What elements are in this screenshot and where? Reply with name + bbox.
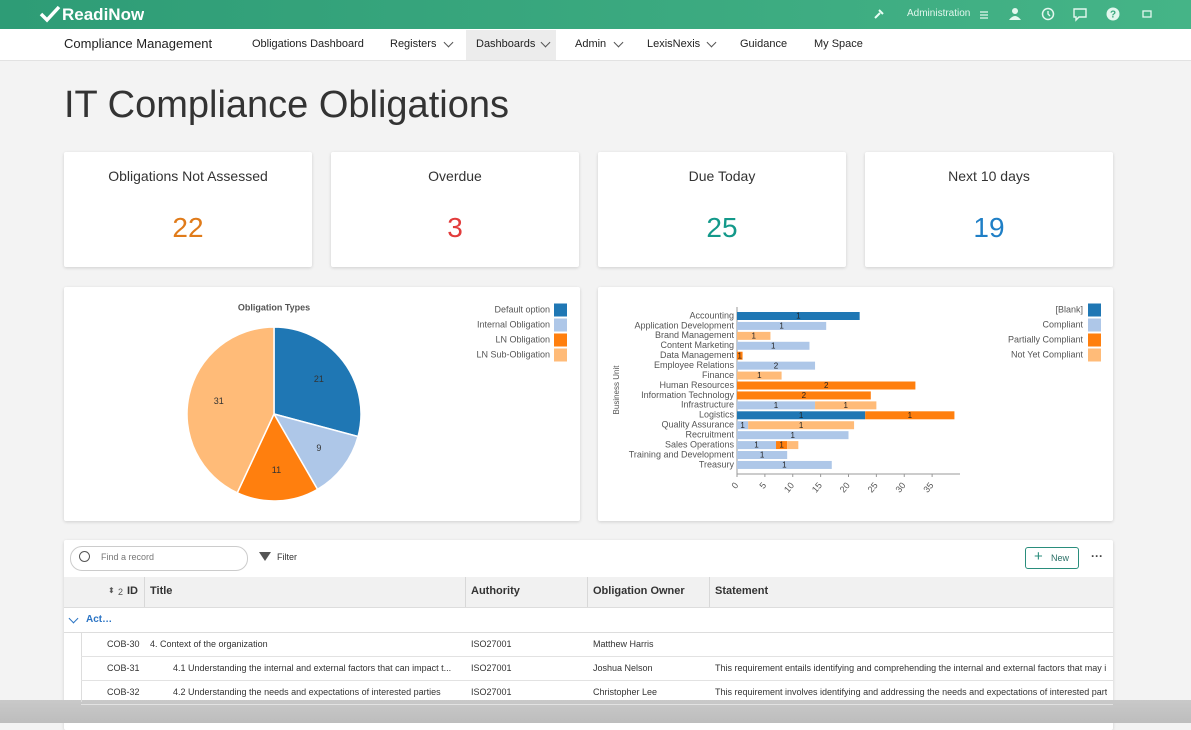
bar-card <box>598 287 1113 521</box>
table-cell: ISO27001 <box>471 687 512 697</box>
table-cell: 4. Context of the organization <box>150 639 268 649</box>
kpi-value: 25 <box>706 212 738 243</box>
row-divider <box>81 680 1113 681</box>
row-rail <box>81 632 82 702</box>
column-divider <box>587 577 588 607</box>
nav-item[interactable]: LexisNexis <box>647 38 701 50</box>
nav-item[interactable]: Dashboards <box>476 38 536 50</box>
search-icon <box>79 551 90 562</box>
kpi-label: Due Today <box>688 168 756 184</box>
kpi-card <box>865 152 1113 267</box>
column-divider <box>465 577 466 607</box>
kpi-value: 3 <box>447 212 463 243</box>
nav-bar <box>0 29 1191 61</box>
column-divider <box>144 577 145 607</box>
table-cell: Joshua Nelson <box>593 663 653 673</box>
table-cell: COB-31 <box>107 663 140 673</box>
kpi-label: Overdue <box>428 168 482 184</box>
filter-icon[interactable] <box>259 552 271 561</box>
nav-item[interactable]: My Space <box>814 38 863 50</box>
new-label[interactable]: New <box>1051 553 1070 563</box>
bottom-overlay <box>0 700 1191 723</box>
table-cell: 4.1 Understanding the internal and exter… <box>173 663 452 673</box>
history-icon[interactable] <box>1040 6 1056 22</box>
logo-icon <box>39 5 61 23</box>
svg-text:?: ? <box>1110 10 1116 21</box>
kpi-card <box>598 152 846 267</box>
table-cell: COB-30 <box>107 639 140 649</box>
table-cell: Matthew Harris <box>593 639 654 649</box>
table-cell: ISO27001 <box>471 663 512 673</box>
more-menu[interactable]: ··· <box>1091 549 1103 563</box>
column-header[interactable]: Obligation Owner <box>593 585 685 597</box>
group-divider <box>64 632 1113 633</box>
nav-item[interactable]: Registers <box>390 38 437 50</box>
table-cell: Christopher Lee <box>593 687 658 697</box>
filter-button[interactable]: Filter <box>277 552 297 562</box>
page-title: IT Compliance Obligations <box>64 84 509 126</box>
table-card <box>64 540 1113 730</box>
column-header[interactable]: Statement <box>715 585 769 597</box>
help-icon[interactable]: ? <box>1105 6 1121 22</box>
column-divider <box>709 577 710 607</box>
new-button[interactable] <box>1025 547 1079 569</box>
column-header[interactable]: Authority <box>471 585 520 597</box>
sort-count: 2 <box>118 587 124 597</box>
expand-icon[interactable] <box>1141 8 1153 20</box>
admin-link[interactable]: Administration <box>907 8 971 19</box>
nav-item[interactable]: Guidance <box>740 38 788 50</box>
brand: ReadiNow <box>62 5 145 24</box>
app-name: Compliance Management <box>64 36 213 51</box>
kpi-label: Next 10 days <box>948 168 1030 184</box>
user-icon[interactable] <box>1008 7 1022 21</box>
table-cell: This requirement involves identifying an… <box>715 687 1108 697</box>
kpi-card <box>331 152 579 267</box>
table-header <box>64 577 1113 608</box>
row-divider <box>81 704 1113 705</box>
kpi-label: Obligations Not Assessed <box>108 168 268 184</box>
pie-card <box>64 287 580 521</box>
sort-icon: ⬍ <box>108 586 115 595</box>
active-tab-bg <box>466 30 556 60</box>
top-bar: ReadiNow Administration ? <box>0 0 1191 29</box>
column-header[interactable]: Title <box>150 585 173 597</box>
kpi-value: 22 <box>172 212 204 243</box>
search-box[interactable] <box>70 546 248 571</box>
kpi-value: 19 <box>973 212 1005 243</box>
table-cell: This requirement entails identifying and… <box>715 663 1107 673</box>
table-cell: 4.2 Understanding the needs and expectat… <box>173 687 441 697</box>
chat-icon[interactable] <box>1072 6 1088 22</box>
nav-item[interactable]: Admin <box>575 38 607 50</box>
menu-icon[interactable] <box>978 9 990 21</box>
tool-icon[interactable] <box>872 7 886 21</box>
search-placeholder: Find a record <box>101 552 155 562</box>
kpi-card <box>64 152 312 267</box>
nav-item[interactable]: Obligations Dashboard <box>252 38 364 50</box>
column-header[interactable]: ID <box>127 585 138 597</box>
row-divider <box>81 656 1113 657</box>
group-label[interactable]: Act… <box>86 614 113 625</box>
table-cell: COB-32 <box>107 687 140 697</box>
table-cell: ISO27001 <box>471 639 512 649</box>
new-plus: + <box>1034 549 1043 565</box>
